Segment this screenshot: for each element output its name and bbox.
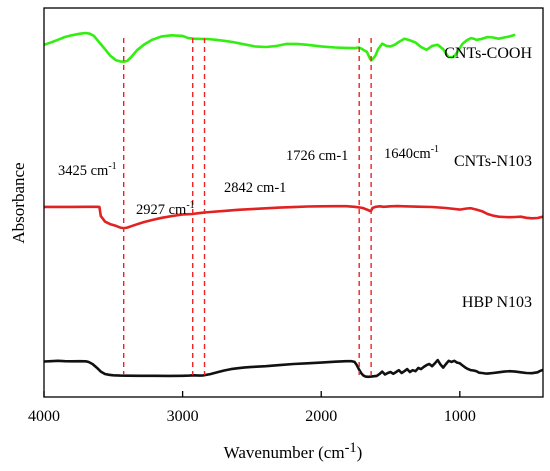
series-line-cnts-cooh xyxy=(43,31,516,63)
annotation-1726: 1726 cm-1 xyxy=(286,148,348,164)
y-axis-title: Absorbance xyxy=(9,162,28,243)
x-axis-ticks: 4000 3000 2000 1000 xyxy=(28,391,476,425)
x-tick-label-3000: 3000 xyxy=(167,408,199,425)
x-tick-label-4000: 4000 xyxy=(28,408,60,425)
annotation-3425: 3425 cm-1 xyxy=(58,161,117,179)
series-label-cnts-cooh: CNTs-COOH xyxy=(444,45,532,62)
reference-lines-layer xyxy=(123,38,372,375)
x-axis-title: Wavenumber (cm-1) xyxy=(224,440,363,462)
plot-frame xyxy=(43,7,544,398)
x-tick-label-2000: 2000 xyxy=(305,408,337,425)
x-tick-label-1000: 1000 xyxy=(444,408,476,425)
series-line-cnts-n103 xyxy=(44,204,544,230)
series-label-cnts-n103: CNTs-N103 xyxy=(454,153,532,170)
annotation-2842: 2842 cm-1 xyxy=(224,180,286,196)
annotation-2927: 2927 cm-1 xyxy=(136,200,195,218)
annotation-1640: 1640cm-1 xyxy=(384,144,439,162)
series-label-hbp-n103: HBP N103 xyxy=(462,294,532,311)
series-layer xyxy=(43,31,544,379)
series-line-hbp-n103 xyxy=(43,358,544,379)
